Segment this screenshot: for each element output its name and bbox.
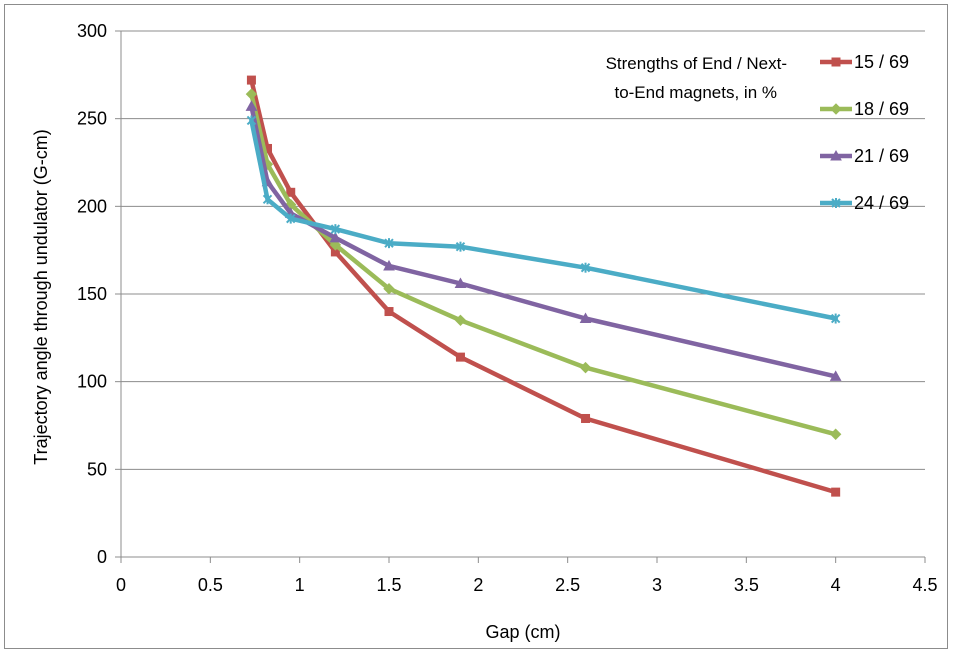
data-point-marker bbox=[329, 239, 342, 251]
series-line bbox=[249, 104, 838, 379]
axes bbox=[115, 30, 926, 563]
data-point-marker bbox=[384, 238, 394, 249]
legend-label: 15 / 69 bbox=[854, 52, 909, 72]
legend-item: 24 / 69 bbox=[820, 193, 909, 213]
data-point-marker bbox=[580, 262, 591, 273]
data-point-marker bbox=[286, 187, 296, 197]
data-point-marker bbox=[454, 277, 467, 288]
x-tick-label: 2.5 bbox=[555, 575, 580, 595]
data-point-marker bbox=[384, 307, 394, 317]
data-point-marker bbox=[455, 241, 466, 252]
y-tick-label: 250 bbox=[77, 109, 107, 129]
data-point-marker bbox=[831, 57, 841, 67]
y-tick-label: 0 bbox=[97, 547, 107, 567]
data-point-marker bbox=[830, 149, 842, 161]
y-tick-label: 50 bbox=[87, 459, 107, 479]
data-point-marker bbox=[455, 352, 465, 362]
data-point-marker bbox=[246, 115, 257, 126]
legend-label: 24 / 69 bbox=[854, 193, 909, 213]
x-tick-label: 1.5 bbox=[376, 575, 401, 595]
data-point-marker bbox=[245, 88, 258, 100]
gridlines bbox=[121, 30, 925, 470]
legend: 15 / 69 18 / 69 21 / 69 24 / 69 bbox=[820, 52, 909, 213]
series-4 bbox=[246, 115, 841, 324]
legend-annotation-line-1: Strengths of End / Next- bbox=[606, 54, 787, 73]
series-2 bbox=[245, 88, 842, 440]
series-3 bbox=[245, 100, 842, 381]
series-line bbox=[249, 77, 838, 495]
legend-label: 18 / 69 bbox=[854, 99, 909, 119]
data-point-marker bbox=[831, 198, 841, 208]
x-tick-label: 4.5 bbox=[912, 575, 937, 595]
x-tick-label: 2 bbox=[473, 575, 483, 595]
legend-annotation-line-2: to-End magnets, in % bbox=[614, 83, 777, 102]
data-point-marker bbox=[830, 313, 841, 324]
data-point-marker bbox=[831, 487, 841, 497]
data-point-marker bbox=[245, 100, 258, 111]
data-point-marker bbox=[454, 314, 467, 327]
legend-label: 21 / 69 bbox=[854, 146, 909, 166]
top-strip bbox=[0, 0, 953, 4]
data-point-marker bbox=[579, 361, 592, 374]
x-tick-label: 3 bbox=[652, 575, 662, 595]
tick-labels: 0 50 100 150 200 250 300 0 0.5 1 1.5 2 2.5 3 3.5 4 4.5 bbox=[77, 21, 938, 595]
data-point-marker bbox=[246, 75, 256, 85]
legend-item: 15 / 69 bbox=[820, 52, 909, 72]
data-point-marker bbox=[329, 231, 342, 243]
data-point-marker bbox=[829, 428, 842, 440]
x-tick-label: 3.5 bbox=[734, 575, 759, 595]
y-axis-title: Trajectory angle through undulator (G-cm… bbox=[31, 129, 51, 464]
legend-item: 21 / 69 bbox=[820, 146, 909, 166]
x-tick-label: 1 bbox=[295, 575, 305, 595]
series-1 bbox=[246, 75, 841, 497]
x-tick-label: 0.5 bbox=[198, 575, 223, 595]
data-point-marker bbox=[383, 259, 395, 271]
y-tick-label: 150 bbox=[77, 284, 107, 304]
legend-item: 18 / 69 bbox=[820, 99, 909, 119]
y-tick-label: 300 bbox=[77, 21, 107, 41]
data-point-marker bbox=[330, 224, 341, 235]
data-point-marker bbox=[286, 213, 296, 224]
data-point-marker bbox=[383, 283, 395, 295]
data-point-marker bbox=[579, 312, 592, 324]
x-tick-label: 0 bbox=[116, 575, 126, 595]
data-point-marker bbox=[262, 194, 273, 205]
y-tick-label: 100 bbox=[77, 372, 107, 392]
data-point-marker bbox=[829, 370, 842, 381]
series-lines bbox=[245, 75, 842, 497]
x-tick-label: 4 bbox=[831, 575, 841, 595]
series-line bbox=[249, 91, 838, 437]
data-point-marker bbox=[830, 103, 842, 115]
data-point-marker bbox=[581, 413, 591, 423]
x-axis-title: Gap (cm) bbox=[485, 622, 560, 642]
series-line bbox=[249, 118, 838, 321]
y-tick-label: 200 bbox=[77, 196, 107, 216]
